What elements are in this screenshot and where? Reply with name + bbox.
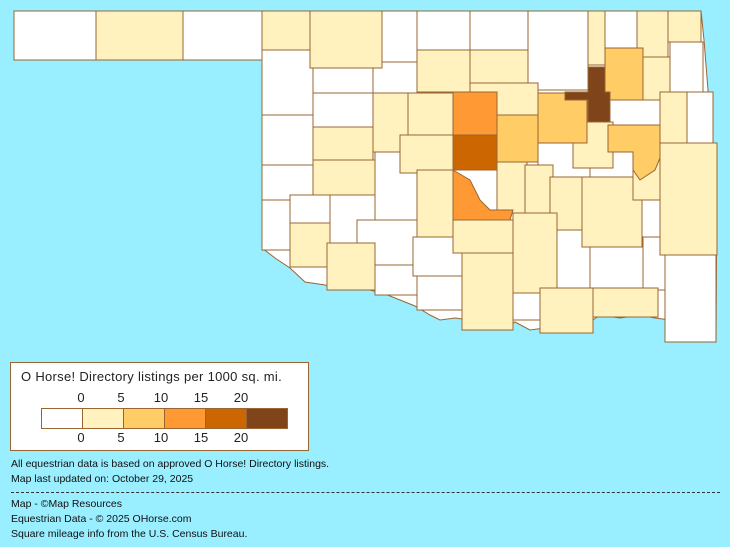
county bbox=[182, 10, 263, 61]
county bbox=[416, 49, 471, 93]
county bbox=[667, 10, 702, 43]
county bbox=[469, 10, 529, 51]
legend-swatch bbox=[246, 409, 287, 428]
county bbox=[416, 169, 454, 238]
legend-tick: 20 bbox=[233, 430, 249, 445]
county bbox=[581, 176, 643, 248]
county bbox=[607, 124, 661, 181]
legend-tick: 5 bbox=[117, 390, 125, 405]
legend-tick: 0 bbox=[77, 390, 85, 405]
legend-title: O Horse! Directory listings per 1000 sq.… bbox=[21, 369, 283, 384]
legend-swatch bbox=[164, 409, 205, 428]
county-tulsa-area bbox=[564, 66, 611, 123]
county bbox=[659, 91, 688, 144]
data-notes: All equestrian data is based on approved… bbox=[11, 457, 329, 487]
county bbox=[512, 212, 558, 294]
legend-tick: 20 bbox=[233, 390, 249, 405]
county bbox=[13, 10, 97, 61]
county bbox=[604, 10, 638, 49]
county bbox=[496, 161, 528, 214]
county bbox=[261, 114, 314, 166]
county bbox=[539, 287, 594, 334]
county bbox=[452, 91, 498, 136]
county bbox=[309, 10, 383, 69]
legend-tick: 15 bbox=[193, 430, 209, 445]
county bbox=[496, 114, 539, 163]
county bbox=[524, 164, 554, 214]
county bbox=[669, 41, 704, 93]
legend-tick: 10 bbox=[153, 430, 169, 445]
credits: Map - ©Map Resources Equestrian Data - ©… bbox=[11, 497, 247, 542]
county bbox=[512, 289, 541, 321]
legend-swatch bbox=[42, 409, 82, 428]
legend-ticks-top: 0 5 10 15 20 bbox=[41, 390, 281, 406]
county bbox=[416, 275, 463, 311]
legend-swatch bbox=[205, 409, 246, 428]
last-updated: Map last updated on: October 29, 2025 bbox=[11, 473, 194, 485]
county bbox=[452, 219, 514, 254]
county bbox=[461, 252, 514, 331]
legend-swatch bbox=[123, 409, 164, 428]
county bbox=[374, 264, 418, 296]
data-credit: Equestrian Data - © 2025 OHorse.com bbox=[11, 513, 192, 525]
county bbox=[261, 199, 291, 251]
legend-ticks-bottom: 0 5 10 15 20 bbox=[41, 430, 281, 446]
legend-tick: 0 bbox=[77, 430, 85, 445]
census-credit: Square mileage info from the U.S. Census… bbox=[11, 528, 248, 540]
county bbox=[416, 10, 471, 51]
legend-tick: 10 bbox=[153, 390, 169, 405]
legend-swatch bbox=[82, 409, 123, 428]
county bbox=[407, 92, 454, 136]
county bbox=[587, 10, 606, 66]
legend-tick: 15 bbox=[193, 390, 209, 405]
map-credit: Map - ©Map Resources bbox=[11, 498, 123, 510]
county bbox=[452, 169, 514, 221]
county bbox=[326, 242, 376, 291]
county bbox=[95, 10, 184, 61]
legend: O Horse! Directory listings per 1000 sq.… bbox=[10, 362, 309, 451]
county bbox=[289, 194, 331, 224]
county bbox=[312, 92, 374, 128]
county bbox=[452, 134, 498, 171]
county bbox=[469, 49, 529, 84]
county bbox=[664, 254, 717, 343]
legend-color-bar bbox=[41, 408, 288, 429]
divider bbox=[11, 492, 720, 493]
county bbox=[527, 10, 589, 91]
oklahoma-county-map bbox=[13, 10, 718, 343]
county bbox=[381, 10, 418, 63]
county bbox=[659, 142, 718, 256]
county bbox=[312, 126, 374, 161]
data-source-note: All equestrian data is based on approved… bbox=[11, 458, 330, 470]
county bbox=[592, 287, 659, 318]
legend-tick: 5 bbox=[117, 430, 125, 445]
county bbox=[399, 134, 454, 174]
county bbox=[604, 47, 644, 101]
county bbox=[686, 91, 714, 144]
county bbox=[261, 49, 314, 116]
county bbox=[312, 159, 376, 196]
county bbox=[289, 222, 331, 268]
